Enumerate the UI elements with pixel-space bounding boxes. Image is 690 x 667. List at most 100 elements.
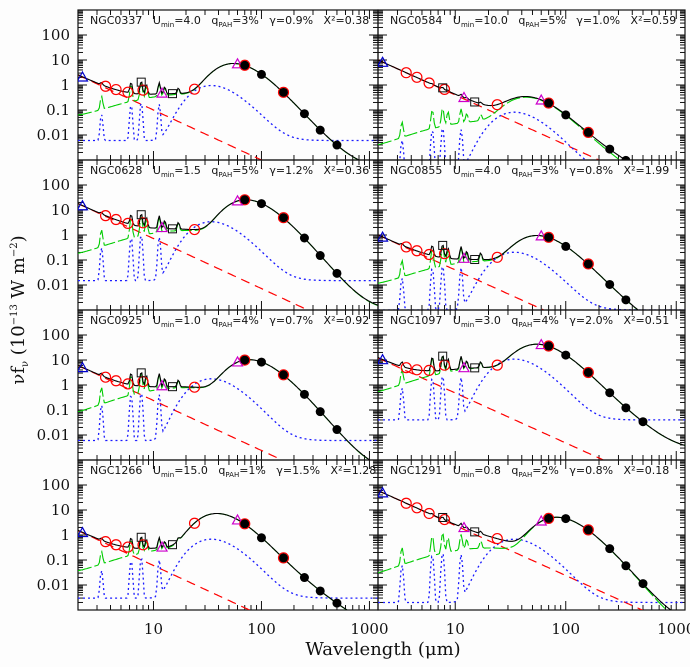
observations	[378, 56, 631, 160]
total-model-curve	[78, 199, 378, 306]
data-point-circle	[277, 369, 290, 381]
data-point-triangle	[156, 221, 169, 233]
data-point-filled	[279, 213, 289, 223]
data-point-circle	[137, 217, 149, 229]
data-point-filled	[332, 425, 342, 435]
data-point-circle	[188, 517, 201, 529]
data-point-filled	[605, 279, 615, 289]
data-point-square	[136, 532, 146, 542]
data-point-filled	[561, 350, 571, 360]
data-point-filled	[256, 533, 266, 543]
panel-frame	[77, 459, 379, 611]
model-curves	[378, 489, 685, 610]
data-point-filled	[332, 140, 342, 150]
data-point-circle	[277, 552, 290, 564]
data-point-circle	[400, 241, 412, 253]
data-point-circle	[411, 364, 423, 376]
model-curves	[378, 234, 685, 310]
y-tick-label: 100	[41, 326, 70, 344]
dust-model-curve	[78, 62, 360, 160]
panel-ngc0855: NGC0855 Umin=4.0 qPAH=3% γ=0.8% X²=1.99	[377, 159, 686, 311]
model-curves	[378, 59, 627, 160]
model-curves	[78, 512, 378, 610]
data-point-filled	[583, 259, 593, 269]
pdr-dust-curve	[78, 84, 378, 142]
y-tick-label: 1	[60, 76, 70, 94]
observations	[78, 354, 342, 435]
observations	[378, 486, 648, 589]
data-point-circle	[122, 378, 134, 390]
y-tick-label: 0.01	[37, 576, 70, 594]
data-point-circle	[188, 381, 201, 393]
data-point-circle	[438, 248, 451, 260]
data-point-filled	[299, 573, 309, 583]
panel-header: NGC0628 Umin=1.5 qPAH=5% γ=1.2% X²=0.36	[90, 164, 369, 179]
data-point-circle	[543, 340, 555, 352]
data-point-square	[438, 512, 448, 522]
y-tick-label: 1	[60, 226, 70, 244]
data-point-square	[438, 83, 448, 93]
data-point-filled	[638, 579, 648, 589]
panel-frame	[377, 159, 686, 311]
model-curves	[78, 62, 378, 160]
data-point-filled	[544, 513, 554, 523]
data-point-triangle	[231, 194, 244, 206]
pdr-dust-curve	[378, 251, 685, 310]
data-point-circle	[110, 213, 122, 226]
data-point-triangle	[535, 93, 548, 105]
data-point-filled	[279, 87, 289, 97]
data-point-filled	[544, 98, 554, 108]
data-point-filled	[279, 553, 289, 563]
stellar-curve	[378, 489, 644, 610]
data-point-triangle	[535, 338, 548, 350]
panel-frame	[377, 309, 686, 461]
data-point-circle	[411, 502, 423, 514]
data-point-circle	[543, 512, 555, 525]
data-point-circle	[582, 366, 594, 379]
panel-header: NGC0925 Umin=1.0 qPAH=4% γ=0.7% X²=0.92	[90, 314, 369, 329]
y-tick-label: 0.1	[46, 551, 70, 569]
data-point-circle	[543, 231, 555, 243]
data-point-square	[470, 97, 480, 107]
y-tick-label: 0.01	[37, 276, 70, 294]
data-point-triangle	[78, 526, 89, 538]
data-point-circle	[99, 210, 112, 222]
total-model-curve	[378, 490, 672, 610]
panel-header: NGC0855 Umin=4.0 qPAH=3% γ=0.8% X²=1.99	[390, 164, 669, 179]
y-tick-label: 0.01	[37, 126, 70, 144]
data-point-circle	[137, 539, 149, 551]
data-point-triangle	[78, 199, 89, 211]
y-tick-label: 100	[41, 176, 70, 194]
y-tick-label: 10	[51, 501, 70, 519]
data-point-filled	[315, 586, 325, 596]
y-tick-label: 0.1	[46, 251, 70, 269]
data-point-triangle	[231, 513, 244, 525]
data-point-circle	[400, 362, 412, 374]
x-axis-label: Wavelength (μm)	[305, 639, 460, 660]
panel-header: NGC0584 Umin=10.0 qPAH=5% γ=1.0% X²=0.59	[390, 14, 676, 29]
y-tick-label: 100	[41, 26, 70, 44]
x-tick-label: 10	[446, 620, 465, 638]
pdr-dust-curve	[78, 538, 378, 599]
data-point-filled	[583, 525, 593, 535]
dust-model-curve	[78, 199, 378, 307]
panel-header: NGC1266 Umin=15.0 qPAH=1% γ=1.5% X²=1.28	[90, 464, 376, 479]
panel-ngc1266: 0.01 0.1 1 10 100 10 100 1000 NGC1266 Umin=15.0 …	[37, 459, 389, 638]
total-model-curve	[378, 234, 639, 310]
pdr-dust-curve	[78, 221, 378, 282]
data-point-circle	[400, 497, 412, 509]
data-point-square	[470, 255, 480, 265]
dust-model-curve	[78, 359, 371, 460]
data-point-filled	[583, 367, 593, 377]
panel-frame	[77, 159, 379, 311]
data-point-circle	[582, 524, 594, 536]
data-point-filled	[638, 417, 648, 427]
y-tick-label: 0.1	[46, 101, 70, 119]
stellar-curve	[78, 530, 251, 610]
observations	[78, 194, 342, 278]
data-point-filled	[605, 544, 615, 554]
dust-model-curve	[378, 96, 621, 160]
panel-ngc1291: 10 100 1000 NGC1291 Umin=0.8 qPAH=2% γ=0.8%…	[377, 459, 690, 638]
data-point-circle	[239, 59, 251, 71]
panel-header: NGC1097 Umin=3.0 qPAH=4% γ=2.0% X²=0.51	[390, 314, 669, 329]
